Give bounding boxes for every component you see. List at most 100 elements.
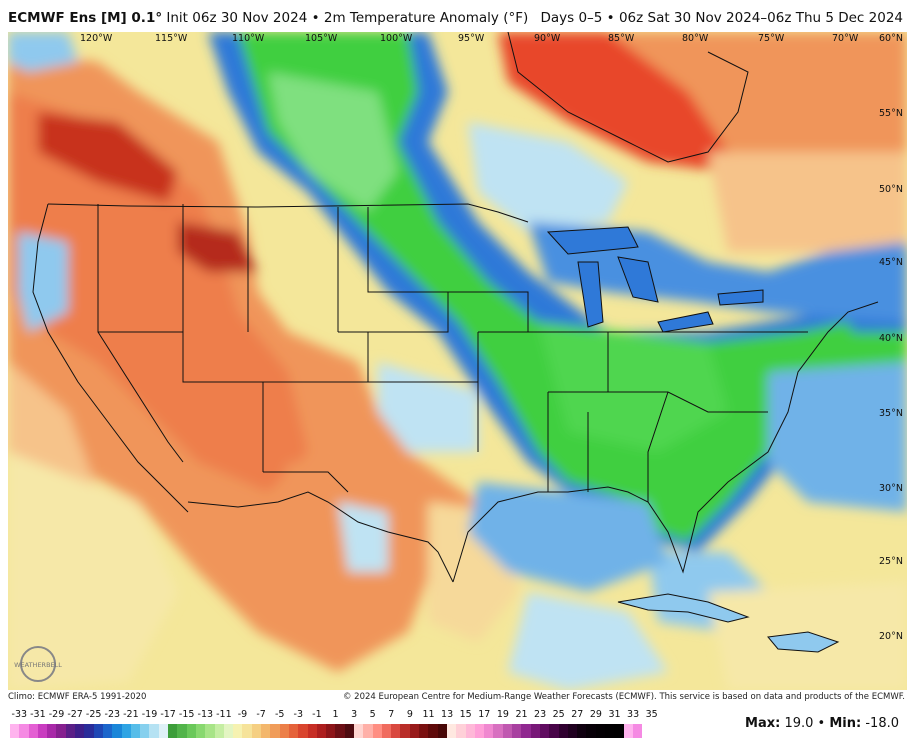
lake-huron: [617, 256, 659, 303]
legend-tick-label: -33: [11, 709, 28, 720]
legend-swatch: [493, 724, 503, 738]
legend-swatch: [93, 724, 103, 738]
legend-swatch: [75, 724, 85, 738]
maxmin-separator: •: [817, 716, 826, 731]
lon-label-100w: 100°W: [380, 33, 413, 44]
lon-label-90w: 90°W: [534, 33, 561, 44]
legend-swatch: [10, 724, 20, 738]
legend-swatch: [372, 724, 382, 738]
legend-tick-label: 27: [571, 709, 584, 720]
legend-swatch: [344, 724, 354, 738]
lat-label-60n: 60°N: [879, 33, 903, 44]
legend-swatch: [595, 724, 605, 738]
legend-swatch: [37, 724, 48, 738]
legend-swatch: [605, 724, 615, 738]
variable-name: 2m Temperature Anomaly (°F): [323, 10, 529, 26]
max-min-readout: Max: 19.0 • Min: -18.0: [745, 716, 899, 731]
copyright-credit: © 2024 European Centre for Medium-Range …: [342, 692, 905, 702]
state-borders: [32, 203, 879, 583]
lon-label-120w: 120°W: [80, 33, 113, 44]
lat-label-20n: 20°N: [879, 631, 903, 642]
temperature-anomaly-map: 120°W 115°W 110°W 105°W 100°W 95°W 90°W …: [8, 32, 907, 690]
legend-tick-label: -7: [256, 709, 266, 720]
lat-label-35n: 35°N: [879, 408, 903, 419]
gulf-atlantic-coastline: [452, 301, 879, 583]
legend-swatch: [279, 724, 289, 738]
legend-swatch: [391, 724, 401, 738]
legend-swatch: [168, 724, 178, 738]
legend-swatch: [307, 724, 317, 738]
header: ECMWF Ens [M] 0.1° Init 06z 30 Nov 2024 …: [0, 0, 913, 32]
legend-swatch: [288, 724, 299, 738]
legend-swatch: [632, 724, 643, 738]
lat-label-30n: 30°N: [879, 483, 903, 494]
lat-label-45n: 45°N: [879, 257, 903, 268]
lon-label-75w: 75°W: [758, 33, 785, 44]
lon-label-95w: 95°W: [458, 33, 485, 44]
legend-tick-label: -23: [104, 709, 121, 720]
model-name: ECMWF Ens [M] 0.1: [8, 10, 156, 26]
legend-tick-label: 3: [351, 709, 358, 720]
legend-swatch: [446, 724, 457, 738]
latitude-labels: 60°N 55°N 50°N 45°N 40°N 35°N 30°N 25°N …: [879, 33, 903, 642]
legend-tick-label: 19: [496, 709, 509, 720]
legend-tick-label: -19: [141, 709, 158, 720]
legend-tick-label: 15: [459, 709, 472, 720]
legend-swatch: [512, 724, 522, 738]
legend-swatch: [28, 724, 38, 738]
legend-tick-label: -21: [123, 709, 139, 720]
legend-tick-label: -27: [67, 709, 83, 720]
legend-swatch: [205, 724, 215, 738]
lat-label-55n: 55°N: [879, 108, 903, 119]
legend-tick-label: -9: [237, 709, 248, 720]
lon-label-115w: 115°W: [155, 33, 188, 44]
legend-tick-label: -17: [160, 709, 176, 720]
legend-tick-label: -31: [30, 709, 46, 720]
hispaniola: [767, 631, 840, 653]
legend-swatch: [186, 724, 196, 738]
legend-swatch: [112, 724, 122, 738]
legend-swatch: [549, 724, 559, 738]
legend-swatch: [577, 724, 587, 738]
legend-swatch: [223, 724, 234, 738]
legend-swatch: [298, 724, 308, 738]
cuba: [617, 593, 750, 623]
legend-swatch: [567, 724, 578, 738]
lon-label-85w: 85°W: [608, 33, 635, 44]
lat-label-50n: 50°N: [879, 184, 903, 195]
legend-swatch: [233, 724, 243, 738]
legend-swatch: [84, 724, 94, 738]
legend-swatch: [130, 724, 141, 738]
legend-tick-label: 21: [515, 709, 528, 720]
legend-swatch: [242, 724, 252, 738]
legend-swatch: [558, 724, 568, 738]
legend-swatch: [484, 724, 494, 738]
min-value: -18.0: [865, 716, 899, 731]
legend-swatch: [149, 724, 159, 738]
legend-tick-label: 1: [332, 709, 339, 720]
legend-tick-label: -15: [178, 709, 195, 720]
legend-swatch: [195, 724, 206, 738]
legend-swatch: [102, 724, 113, 738]
legend-swatch: [261, 724, 271, 738]
legend-swatch: [419, 724, 429, 738]
legend-swatch: [465, 724, 475, 738]
weatherbell-logo: WEATHERBELL: [14, 646, 62, 682]
legend-swatch: [530, 724, 540, 738]
great-lakes: [546, 226, 764, 333]
legend-tick-label: 33: [627, 709, 640, 720]
legend-swatch: [456, 724, 466, 738]
legend-labels: -33 -31 -29 -27 -25 -23 -21 -19 -17 -15 -13 -11 -9 -7…: [10, 709, 658, 723]
legend-swatch: [400, 724, 410, 738]
hudson-bay-coast: [507, 32, 749, 163]
legend-swatch: [326, 724, 336, 738]
legend-tick-label: 29: [589, 709, 602, 720]
legend-tick-label: -3: [293, 709, 304, 720]
legend-tick-label: 35: [645, 709, 658, 720]
legend-swatch: [474, 724, 485, 738]
map-title: ECMWF Ens [M] 0.1° Init 06z 30 Nov 2024 …: [8, 10, 528, 26]
lon-label-80w: 80°W: [682, 33, 709, 44]
legend-swatch: [316, 724, 327, 738]
max-value: 19.0: [784, 716, 814, 731]
legend-tick-label: -1: [312, 709, 322, 720]
